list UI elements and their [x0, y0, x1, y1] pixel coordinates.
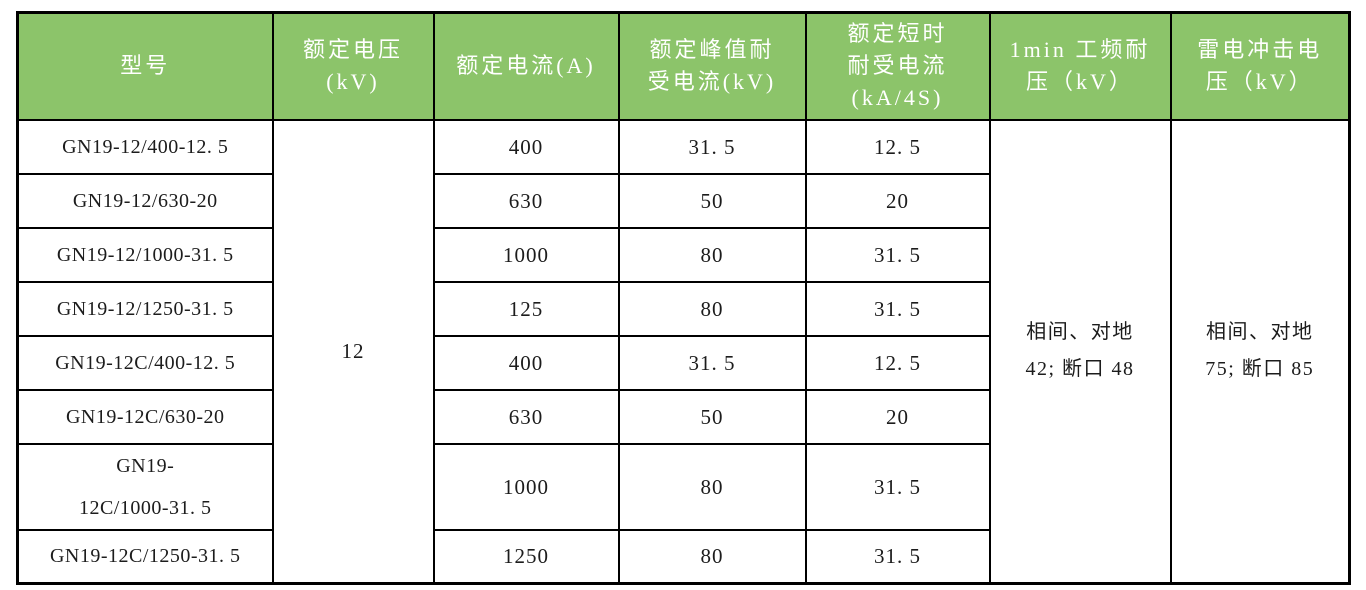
short-time-withstand-cell: 12. 5	[804, 334, 991, 391]
model-cell: GN19-12/1000-31. 5	[16, 226, 274, 283]
short-time-withstand-cell: 31. 5	[804, 442, 991, 531]
rated-current-cell: 1000	[432, 226, 620, 283]
table-row: GN19- 12C/1000-31. 5 1000 80 31. 5	[16, 442, 1350, 531]
rated-voltage-merged-cell: 12	[271, 118, 435, 585]
power-frequency-withstand-merged-cell: 相间、对地 42; 断口 48	[988, 118, 1172, 585]
column-header-model: 型号	[16, 11, 274, 121]
short-time-withstand-cell: 31. 5	[804, 280, 991, 337]
peak-withstand-cell: 80	[617, 442, 807, 531]
model-cell: GN19-12C/400-12. 5	[16, 334, 274, 391]
short-time-withstand-cell: 20	[804, 172, 991, 229]
table-header-row: 型号 额定电压 (kV) 额定电流(A) 额定峰值耐 受电流(kV) 额定短时 …	[16, 11, 1351, 121]
model-cell: GN19-12C/1250-31. 5	[16, 528, 274, 585]
rated-current-cell: 400	[432, 118, 620, 175]
table-row: GN19-12/630-20 630 50 20	[16, 172, 1350, 229]
model-cell: GN19- 12C/1000-31. 5	[16, 442, 274, 531]
rated-current-cell: 125	[432, 280, 620, 337]
table-row: GN19-12/400-12. 5 12 400 31. 5 12. 5 相间、…	[16, 118, 1351, 585]
column-header-short-time-withstand-current: 额定短时 耐受电流 (kA/4S)	[804, 11, 991, 121]
column-header-rated-voltage: 额定电压 (kV)	[271, 11, 435, 121]
table-row: GN19-12C/400-12. 5 400 31. 5 12. 5	[16, 334, 1350, 391]
lightning-impulse-merged-cell: 相间、对地 75; 断口 85	[1169, 118, 1351, 585]
table-row: GN19-12/1250-31. 5 125 80 31. 5	[16, 280, 1350, 337]
peak-withstand-cell: 80	[617, 226, 807, 283]
peak-withstand-cell: 31. 5	[617, 334, 807, 391]
rated-current-cell: 1000	[432, 442, 620, 531]
rated-current-cell: 1250	[432, 528, 620, 585]
table-row: GN19-12C/1250-31. 5 1250 80 31. 5	[16, 528, 1350, 585]
peak-withstand-cell: 50	[617, 172, 807, 229]
short-time-withstand-cell: 31. 5	[804, 226, 991, 283]
rated-current-cell: 400	[432, 334, 620, 391]
rated-current-cell: 630	[432, 388, 620, 445]
column-header-rated-current: 额定电流(A)	[432, 11, 620, 121]
short-time-withstand-cell: 12. 5	[804, 118, 991, 175]
column-header-lightning-impulse-voltage: 雷电冲击电 压（kV）	[1169, 11, 1351, 121]
table-row: GN19-12/1000-31. 5 1000 80 31. 5	[16, 226, 1350, 283]
peak-withstand-cell: 80	[617, 528, 807, 585]
model-cell: GN19-12C/630-20	[16, 388, 274, 445]
rated-current-cell: 630	[432, 172, 620, 229]
model-cell: GN19-12/630-20	[16, 172, 274, 229]
short-time-withstand-cell: 20	[804, 388, 991, 445]
peak-withstand-cell: 31. 5	[617, 118, 807, 175]
peak-withstand-cell: 80	[617, 280, 807, 337]
column-header-power-frequency-withstand-voltage: 1min 工频耐 压（kV）	[988, 11, 1172, 121]
table-row: GN19-12C/630-20 630 50 20	[16, 388, 1350, 445]
model-cell: GN19-12/400-12. 5	[16, 118, 274, 175]
peak-withstand-cell: 50	[617, 388, 807, 445]
column-header-peak-withstand-current: 额定峰值耐 受电流(kV)	[617, 11, 807, 121]
switch-spec-table: 型号 额定电压 (kV) 额定电流(A) 额定峰值耐 受电流(kV) 额定短时 …	[16, 11, 1351, 585]
model-cell: GN19-12/1250-31. 5	[16, 280, 274, 337]
short-time-withstand-cell: 31. 5	[804, 528, 991, 585]
